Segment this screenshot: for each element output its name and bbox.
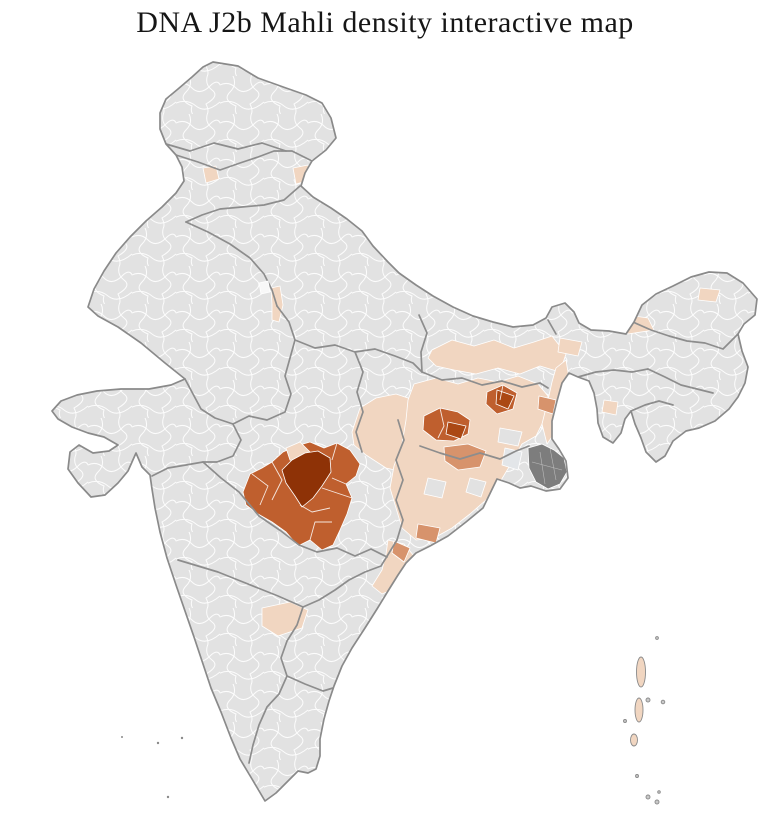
- assam-spot-1: [587, 295, 619, 316]
- delta-dark-patch[interactable]: [527, 443, 568, 490]
- east-cluster[interactable]: [422, 384, 518, 442]
- central-cluster-dark-core: [281, 450, 332, 508]
- lakshadweep-island-dots[interactable]: [121, 736, 184, 799]
- capital-district[interactable]: [258, 280, 271, 295]
- page-title: DNA J2b Mahli density interactive map: [136, 6, 634, 39]
- cluster-district-borders: [251, 384, 504, 541]
- nicobar-island-dots[interactable]: [623, 636, 666, 805]
- delta-texture: [531, 447, 563, 485]
- wash-gray-districts[interactable]: [423, 427, 523, 499]
- india-outline: [51, 61, 758, 802]
- central-cluster[interactable]: [242, 441, 361, 551]
- assam-spot-4: [697, 287, 721, 303]
- assam-spot-3: [557, 337, 583, 357]
- tripura-spot: [601, 399, 619, 416]
- andaman-islands[interactable]: [630, 656, 651, 747]
- state-borders: [151, 142, 739, 764]
